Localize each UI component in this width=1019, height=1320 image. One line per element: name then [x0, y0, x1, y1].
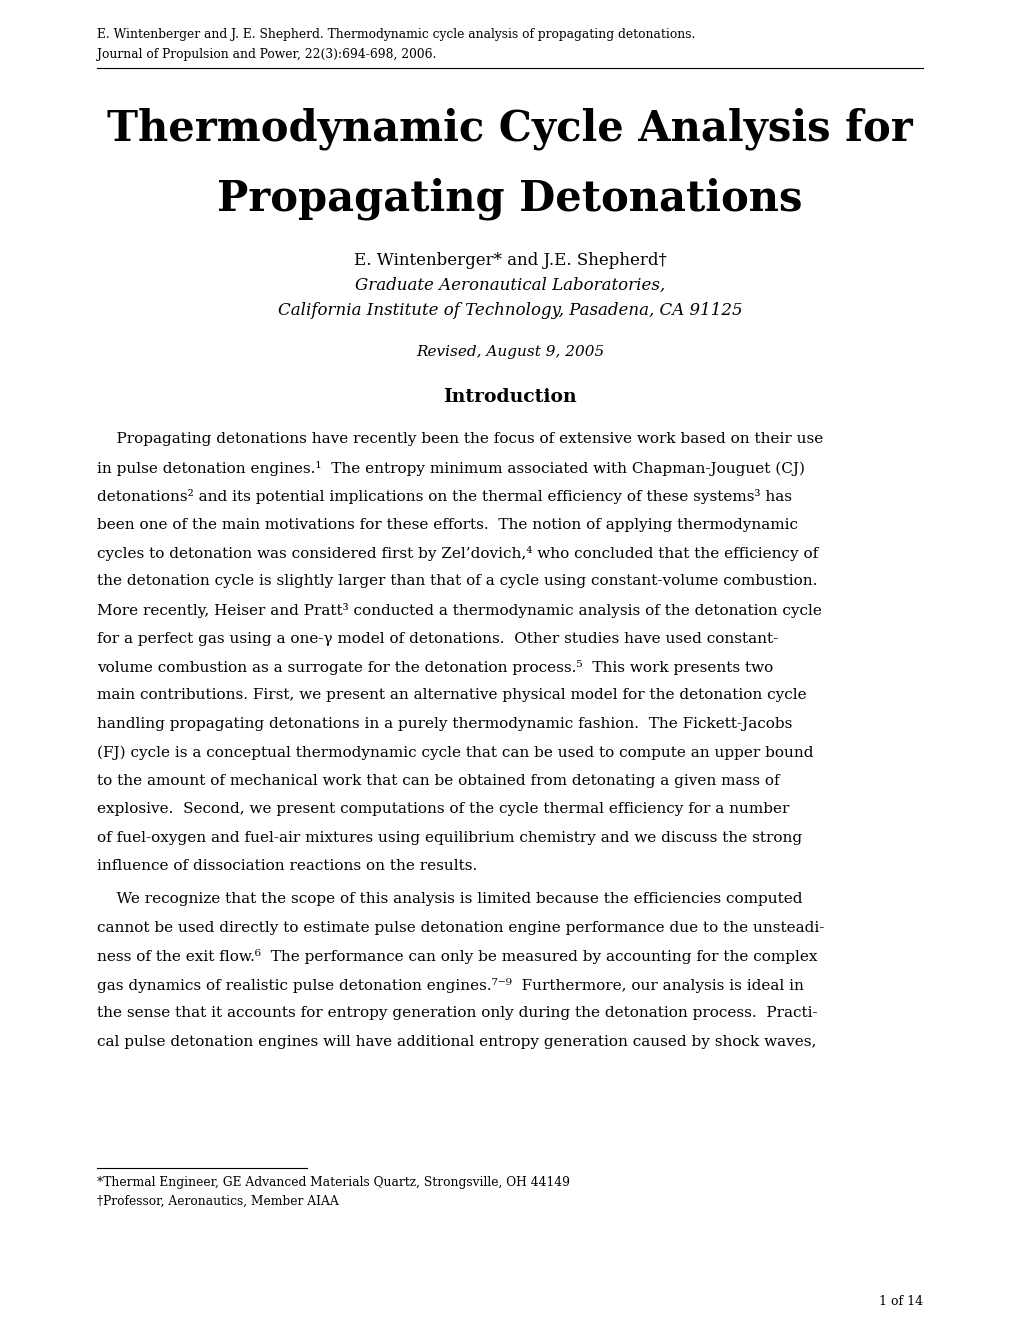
Text: Revised, August 9, 2005: Revised, August 9, 2005	[416, 345, 603, 359]
Text: E. Wintenberger and J. E. Shepherd. Thermodynamic cycle analysis of propagating : E. Wintenberger and J. E. Shepherd. Ther…	[97, 28, 695, 41]
Text: More recently, Heiser and Pratt³ conducted a thermodynamic analysis of the deton: More recently, Heiser and Pratt³ conduct…	[97, 603, 821, 618]
Text: We recognize that the scope of this analysis is limited because the efficiencies: We recognize that the scope of this anal…	[97, 892, 802, 907]
Text: E. Wintenberger* and J.E. Shepherd†: E. Wintenberger* and J.E. Shepherd†	[354, 252, 665, 269]
Text: (FJ) cycle is a conceptual thermodynamic cycle that can be used to compute an up: (FJ) cycle is a conceptual thermodynamic…	[97, 746, 813, 760]
Text: cannot be used directly to estimate pulse detonation engine performance due to t: cannot be used directly to estimate puls…	[97, 921, 823, 935]
Text: Journal of Propulsion and Power, 22(3):694-698, 2006.: Journal of Propulsion and Power, 22(3):6…	[97, 48, 436, 61]
Text: main contributions. First, we present an alternative physical model for the deto: main contributions. First, we present an…	[97, 689, 806, 702]
Text: *Thermal Engineer, GE Advanced Materials Quartz, Strongsville, OH 44149: *Thermal Engineer, GE Advanced Materials…	[97, 1176, 570, 1189]
Text: California Institute of Technology, Pasadena, CA 91125: California Institute of Technology, Pasa…	[277, 302, 742, 319]
Text: †Professor, Aeronautics, Member AIAA: †Professor, Aeronautics, Member AIAA	[97, 1195, 338, 1208]
Text: Propagating detonations have recently been the focus of extensive work based on : Propagating detonations have recently be…	[97, 432, 822, 446]
Text: of fuel-oxygen and fuel-air mixtures using equilibrium chemistry and we discuss : of fuel-oxygen and fuel-air mixtures usi…	[97, 832, 801, 845]
Text: gas dynamics of realistic pulse detonation engines.⁷⁻⁹  Furthermore, our analysi: gas dynamics of realistic pulse detonati…	[97, 978, 803, 993]
Text: influence of dissociation reactions on the results.: influence of dissociation reactions on t…	[97, 859, 477, 874]
Text: handling propagating detonations in a purely thermodynamic fashion.  The Fickett: handling propagating detonations in a pu…	[97, 717, 792, 731]
Text: to the amount of mechanical work that can be obtained from detonating a given ma: to the amount of mechanical work that ca…	[97, 774, 779, 788]
Text: the sense that it accounts for entropy generation only during the detonation pro: the sense that it accounts for entropy g…	[97, 1006, 817, 1020]
Text: the detonation cycle is slightly larger than that of a cycle using constant-volu: the detonation cycle is slightly larger …	[97, 574, 816, 589]
Text: Graduate Aeronautical Laboratories,: Graduate Aeronautical Laboratories,	[355, 277, 664, 294]
Text: explosive.  Second, we present computations of the cycle thermal efficiency for : explosive. Second, we present computatio…	[97, 803, 789, 817]
Text: 1 of 14: 1 of 14	[878, 1295, 922, 1308]
Text: detonations² and its potential implications on the thermal efficiency of these s: detonations² and its potential implicati…	[97, 488, 791, 504]
Text: Thermodynamic Cycle Analysis for: Thermodynamic Cycle Analysis for	[107, 108, 912, 150]
Text: Introduction: Introduction	[442, 388, 577, 407]
Text: cycles to detonation was considered first by Zel’dovich,⁴ who concluded that the: cycles to detonation was considered firs…	[97, 546, 817, 561]
Text: in pulse detonation engines.¹  The entropy minimum associated with Chapman-Jougu: in pulse detonation engines.¹ The entrop…	[97, 461, 804, 475]
Text: volume combustion as a surrogate for the detonation process.⁵  This work present: volume combustion as a surrogate for the…	[97, 660, 772, 675]
Text: been one of the main motivations for these efforts.  The notion of applying ther: been one of the main motivations for the…	[97, 517, 797, 532]
Text: Propagating Detonations: Propagating Detonations	[217, 178, 802, 220]
Text: for a perfect gas using a one-γ model of detonations.  Other studies have used c: for a perfect gas using a one-γ model of…	[97, 631, 777, 645]
Text: ness of the exit flow.⁶  The performance can only be measured by accounting for : ness of the exit flow.⁶ The performance …	[97, 949, 816, 965]
Text: cal pulse detonation engines will have additional entropy generation caused by s: cal pulse detonation engines will have a…	[97, 1035, 815, 1049]
